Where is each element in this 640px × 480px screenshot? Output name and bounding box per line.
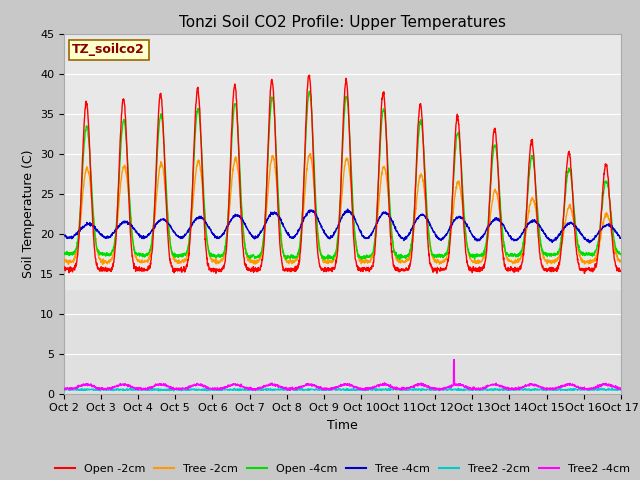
Tree -4cm: [584, 237, 591, 243]
Tree -4cm: [568, 220, 575, 226]
Tree2 -4cm: [568, 383, 576, 388]
Open -2cm: [504, 268, 512, 274]
Tree -4cm: [617, 235, 625, 241]
Tree2 -2cm: [504, 386, 512, 392]
Tree2 -4cm: [60, 386, 68, 392]
Open -2cm: [617, 268, 625, 274]
Tree -2cm: [307, 151, 314, 156]
Open -4cm: [584, 252, 591, 258]
Open -4cm: [329, 257, 337, 263]
Tree -4cm: [504, 231, 512, 237]
Tree -4cm: [60, 232, 68, 238]
Line: Tree2 -4cm: Tree2 -4cm: [64, 360, 621, 390]
Tree2 -2cm: [216, 387, 223, 393]
Tree -2cm: [65, 262, 72, 267]
Line: Tree2 -2cm: Tree2 -2cm: [64, 388, 621, 391]
Open -2cm: [216, 268, 223, 274]
Open -2cm: [60, 264, 68, 270]
Tree2 -2cm: [60, 387, 68, 393]
Open -2cm: [359, 265, 367, 271]
Tree -2cm: [216, 258, 223, 264]
Tree -4cm: [359, 233, 367, 239]
Bar: [64, 34, 621, 289]
Open -4cm: [60, 252, 68, 257]
Tree -2cm: [371, 239, 379, 245]
Tree -2cm: [568, 208, 576, 214]
Line: Open -4cm: Open -4cm: [64, 91, 621, 260]
Open -2cm: [584, 266, 591, 272]
Tree -4cm: [586, 240, 593, 246]
Tree2 -2cm: [371, 387, 379, 393]
Tree2 -2cm: [568, 387, 575, 393]
Tree2 -2cm: [584, 387, 591, 393]
Tree -2cm: [359, 259, 367, 265]
Open -4cm: [568, 183, 576, 189]
Tree -2cm: [60, 257, 68, 263]
Open -2cm: [306, 72, 314, 78]
Open -2cm: [568, 177, 575, 183]
Tree -2cm: [505, 256, 513, 262]
Title: Tonzi Soil CO2 Profile: Upper Temperatures: Tonzi Soil CO2 Profile: Upper Temperatur…: [179, 15, 506, 30]
Tree2 -2cm: [359, 387, 367, 393]
Tree2 -4cm: [450, 357, 458, 362]
Text: TZ_soilco2: TZ_soilco2: [72, 43, 145, 56]
Line: Open -2cm: Open -2cm: [64, 75, 621, 273]
Legend: Open -2cm, Tree -2cm, Open -4cm, Tree -4cm, Tree2 -2cm, Tree2 -4cm: Open -2cm, Tree -2cm, Open -4cm, Tree -4…: [51, 459, 634, 478]
Tree2 -2cm: [97, 388, 104, 394]
Open -2cm: [371, 250, 379, 255]
Open -4cm: [505, 253, 513, 259]
Tree2 -4cm: [371, 383, 379, 389]
Y-axis label: Soil Temperature (C): Soil Temperature (C): [22, 149, 35, 278]
Tree2 -4cm: [617, 386, 625, 392]
Open -2cm: [580, 270, 588, 276]
Tree -2cm: [617, 257, 625, 263]
Open -4cm: [305, 88, 313, 94]
Tree -4cm: [371, 224, 379, 230]
Tree2 -4cm: [252, 387, 259, 393]
X-axis label: Time: Time: [327, 419, 358, 432]
Tree -4cm: [344, 206, 351, 212]
Tree2 -4cm: [359, 386, 367, 392]
Line: Tree -2cm: Tree -2cm: [64, 154, 621, 264]
Open -4cm: [371, 236, 379, 241]
Tree2 -4cm: [216, 386, 223, 392]
Tree2 -2cm: [609, 385, 616, 391]
Tree -4cm: [216, 235, 223, 240]
Open -4cm: [617, 251, 625, 256]
Tree2 -4cm: [505, 387, 513, 393]
Tree2 -4cm: [584, 387, 591, 393]
Tree2 -2cm: [617, 387, 625, 393]
Open -4cm: [216, 253, 223, 259]
Line: Tree -4cm: Tree -4cm: [64, 209, 621, 243]
Open -4cm: [359, 254, 367, 260]
Tree -2cm: [584, 260, 591, 265]
